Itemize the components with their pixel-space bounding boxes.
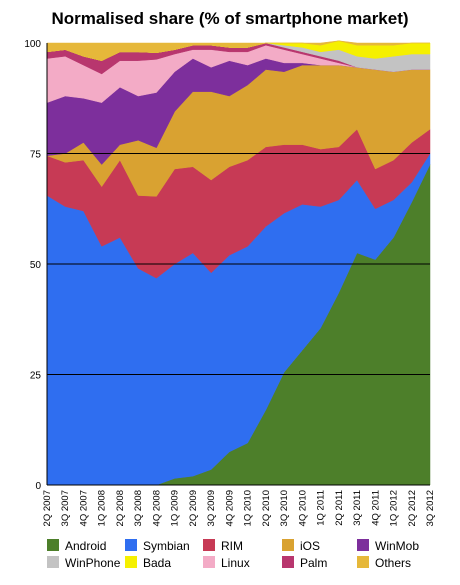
legend-swatch xyxy=(203,556,215,568)
x-tick-label: 2Q 2008 xyxy=(115,490,126,526)
x-tick-label: 2Q 2007 xyxy=(42,490,53,526)
y-tick-label: 0 xyxy=(35,481,41,492)
legend-swatch xyxy=(125,556,137,568)
legend-label: Bada xyxy=(143,556,171,570)
legend-label: WinMob xyxy=(375,539,419,553)
legend-swatch xyxy=(47,539,59,551)
legend-swatch xyxy=(357,556,369,568)
legend-label: Symbian xyxy=(143,539,190,553)
x-tick-label: 3Q 2010 xyxy=(279,490,290,526)
legend-label: Others xyxy=(375,556,411,570)
x-tick-label: 3Q 2008 xyxy=(133,490,144,526)
legend-item-winphone: WinPhone xyxy=(47,556,121,570)
legend-label: Linux xyxy=(221,556,250,570)
x-tick-label: 2Q 2012 xyxy=(407,490,418,526)
x-tick-label: 4Q 2007 xyxy=(78,490,89,526)
legend-label: WinPhone xyxy=(65,556,121,570)
x-tick-label: 4Q 2011 xyxy=(370,490,381,526)
x-tick-label: 1Q 2008 xyxy=(97,490,108,526)
area-others xyxy=(46,40,430,61)
legend-swatch xyxy=(47,556,59,568)
legend-item-ios: iOS xyxy=(282,539,320,553)
y-tick-label: 100 xyxy=(24,39,41,50)
legend-swatch xyxy=(203,539,215,551)
legend-swatch xyxy=(282,556,294,568)
y-axis-ticks: 0 25 50 75 100 xyxy=(24,39,41,492)
legend-item-others: Others xyxy=(357,556,411,570)
x-tick-label: 2Q 2009 xyxy=(188,490,199,526)
legend-label: RIM xyxy=(221,539,243,553)
legend-label: iOS xyxy=(300,539,320,553)
x-tick-label: 3Q 2007 xyxy=(60,490,71,526)
y-tick-label: 25 xyxy=(30,371,42,382)
legend-item-android: Android xyxy=(47,539,106,553)
x-tick-label: 2Q 2011 xyxy=(334,490,345,526)
x-tick-label: 1Q 2012 xyxy=(389,490,400,526)
legend-item-palm: Palm xyxy=(282,556,327,570)
x-tick-label: 4Q 2010 xyxy=(297,490,308,526)
x-tick-label: 4Q 2009 xyxy=(224,490,235,526)
legend-label: Android xyxy=(65,539,106,553)
chart-title: Normalised share (% of smartphone market… xyxy=(51,9,408,28)
legend-item-linux: Linux xyxy=(203,556,250,570)
y-tick-label: 75 xyxy=(30,150,42,161)
legend-item-winmob: WinMob xyxy=(357,539,419,553)
legend-swatch xyxy=(282,539,294,551)
x-tick-label: 1Q 2010 xyxy=(243,490,254,526)
x-tick-label: 3Q 2011 xyxy=(352,490,363,526)
legend-swatch xyxy=(357,539,369,551)
x-tick-label: 1Q 2011 xyxy=(316,490,327,526)
legend-swatch xyxy=(125,539,137,551)
legend-label: Palm xyxy=(300,556,327,570)
x-tick-label: 2Q 2010 xyxy=(261,490,272,526)
legend: Android Symbian RIM iOS WinMob WinPhone Bada Li… xyxy=(47,539,419,570)
x-tick-label: 3Q 2009 xyxy=(206,490,217,526)
x-tick-label: 1Q 2009 xyxy=(170,490,181,526)
area-series-group xyxy=(46,40,431,486)
legend-item-rim: RIM xyxy=(203,539,243,553)
legend-item-bada: Bada xyxy=(125,556,171,570)
x-tick-label: 3Q 2012 xyxy=(425,490,436,526)
y-tick-label: 50 xyxy=(30,260,42,271)
gridlines xyxy=(46,43,430,486)
x-axis-ticks: 2Q 2007 3Q 2007 4Q 2007 1Q 2008 2Q 2008 3Q 20… xyxy=(42,490,436,526)
x-tick-label: 4Q 2008 xyxy=(151,490,162,526)
legend-item-symbian: Symbian xyxy=(125,539,190,553)
